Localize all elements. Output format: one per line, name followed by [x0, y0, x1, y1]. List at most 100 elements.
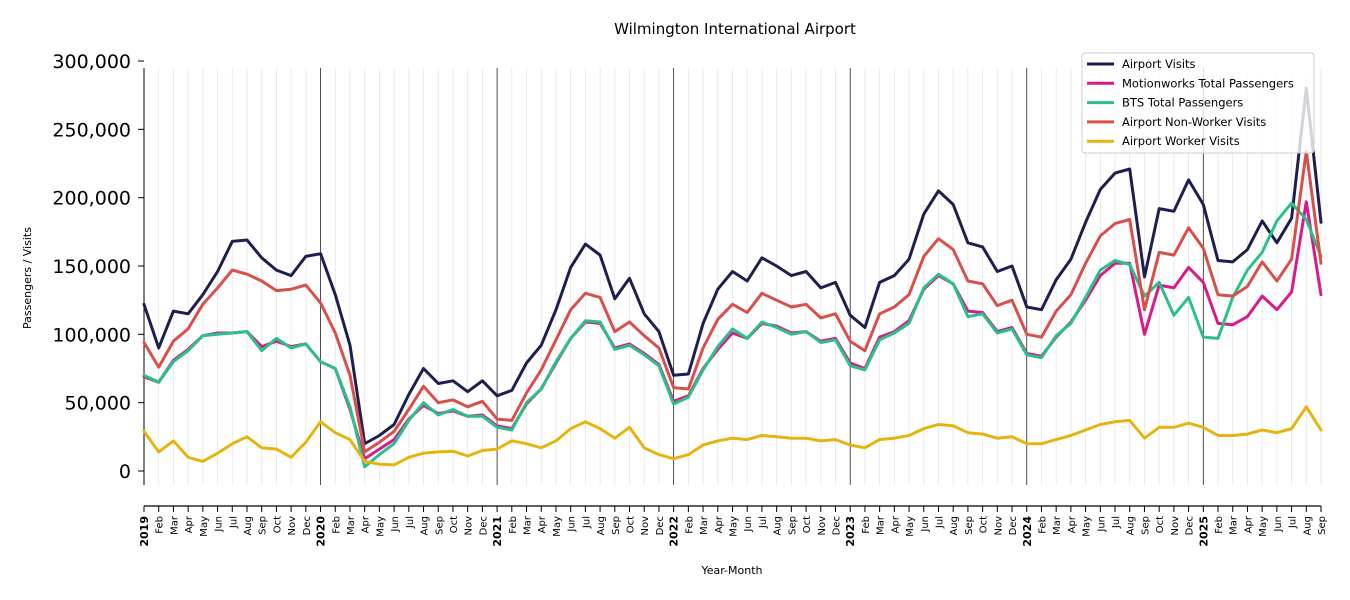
x-tick-label: Dec	[1008, 516, 1019, 535]
x-tick-label: Oct	[1155, 516, 1166, 533]
x-tick-label: Jul	[405, 516, 416, 529]
x-tick-label: Dec	[655, 516, 666, 535]
x-tick-label: Mar	[346, 515, 357, 535]
x-tick-label: Dec	[831, 516, 842, 535]
x-tick-label: Aug	[1302, 516, 1313, 536]
x-tick-label: Jul	[228, 516, 239, 529]
x-axis-ticks: 2019 Feb Mar Apr May Jun Jul Aug Sep Oct Nov Dec 202…	[138, 506, 1328, 547]
x-tick-label: Sep	[611, 516, 622, 535]
x-tick-label: Aug	[596, 516, 607, 536]
x-tick-label: Jun	[214, 516, 225, 533]
y-axis-label: Passengers / Visits	[21, 227, 34, 329]
y-tick-label: 200,000	[52, 188, 131, 210]
x-tick-label: Mar	[1229, 515, 1240, 535]
x-tick-label: Apr	[890, 515, 901, 533]
x-tick-label: Aug	[243, 516, 254, 536]
y-tick-label: 0	[119, 461, 131, 483]
x-tick-label: 2021	[491, 516, 504, 547]
legend-entry: Motionworks Total Passengers	[1122, 76, 1294, 90]
series-line	[142, 405, 1323, 467]
x-tick-label: Oct	[802, 516, 813, 533]
x-tick-label: 2022	[668, 516, 681, 547]
x-tick-label: Feb	[1214, 516, 1225, 534]
x-tick-label: Oct	[626, 516, 637, 533]
x-tick-label: Mar	[523, 515, 534, 535]
x-tick-label: Jun	[1273, 516, 1284, 533]
x-tick-label: 2023	[844, 516, 857, 547]
x-tick-label: Aug	[949, 516, 960, 536]
x-tick-label: May	[552, 516, 563, 537]
x-tick-label: Mar	[699, 515, 710, 535]
x-tick-label: Jun	[1096, 516, 1107, 533]
x-tick-label: Feb	[861, 516, 872, 534]
x-tick-label: 2025	[1197, 516, 1210, 547]
y-tick-label: 300,000	[52, 51, 131, 73]
x-tick-label: Jun	[920, 516, 931, 533]
x-tick-label: Apr	[1243, 515, 1254, 533]
x-tick-label: Apr	[361, 515, 372, 533]
x-tick-label: Nov	[287, 516, 298, 536]
x-tick-label: Oct	[979, 516, 990, 533]
x-tick-label: Sep	[1317, 516, 1328, 535]
x-tick-label: Oct	[449, 516, 460, 533]
x-tick-label: Jun	[567, 516, 578, 533]
x-tick-label: Jul	[1111, 516, 1122, 529]
series-line	[142, 149, 1323, 454]
x-tick-label: Sep	[787, 516, 798, 535]
chart-title: Wilmington International Airport	[614, 20, 856, 38]
x-tick-label: Sep	[258, 516, 269, 535]
y-tick-label: 150,000	[52, 256, 131, 278]
x-tick-label: Sep	[1140, 516, 1151, 535]
x-axis-label: Year-Month	[700, 564, 762, 577]
legend-box	[1081, 52, 1315, 154]
legend-entry: Airport Worker Visits	[1122, 134, 1240, 148]
x-tick-label: Apr	[184, 515, 195, 533]
x-tick-label: Nov	[464, 516, 475, 536]
x-tick-label: Jun	[743, 516, 754, 533]
x-tick-label: Dec	[478, 516, 489, 535]
legend-entry: Airport Non-Worker Visits	[1122, 115, 1266, 129]
x-tick-label: Jul	[1288, 516, 1299, 529]
series-line	[142, 201, 1323, 469]
x-tick-label: Apr	[537, 515, 548, 533]
x-tick-label: Feb	[155, 516, 166, 534]
x-tick-label: Mar	[169, 515, 180, 535]
x-tick-label: May	[375, 516, 386, 537]
x-tick-label: Nov	[640, 516, 651, 536]
x-tick-label: Nov	[993, 516, 1004, 536]
x-tick-label: Mar	[876, 515, 887, 535]
x-tick-label: 2020	[315, 516, 328, 547]
legend-entry: BTS Total Passengers	[1122, 96, 1243, 110]
y-axis-ticks: 0 50,000 100,000 150,000 200,000 250,000 300,0…	[52, 51, 144, 483]
x-tick-label: May	[1258, 516, 1269, 537]
x-tick-label: Oct	[272, 516, 283, 533]
x-tick-label: Aug	[1126, 516, 1137, 536]
x-tick-label: Nov	[1170, 516, 1181, 536]
x-tick-label: Jun	[390, 516, 401, 533]
x-tick-label: 2024	[1021, 516, 1034, 547]
x-tick-label: Jul	[934, 516, 945, 529]
chart-legend: Airport Visits Motionworks Total Passenge…	[1081, 52, 1315, 154]
x-tick-label: May	[905, 516, 916, 537]
x-tick-label: Feb	[1037, 516, 1048, 534]
x-tick-label: Dec	[1185, 516, 1196, 535]
x-tick-label: Sep	[434, 516, 445, 535]
y-tick-label: 100,000	[52, 324, 131, 346]
x-tick-label: 2019	[138, 516, 151, 547]
x-tick-label: Feb	[508, 516, 519, 534]
y-tick-label: 250,000	[52, 119, 131, 141]
x-tick-label: Dec	[302, 516, 313, 535]
x-tick-label: May	[729, 516, 740, 537]
y-tick-label: 50,000	[65, 393, 131, 415]
x-tick-label: May	[1082, 516, 1093, 537]
x-tick-label: Sep	[964, 516, 975, 535]
x-tick-label: Apr	[1067, 515, 1078, 533]
x-tick-label: Aug	[773, 516, 784, 536]
x-tick-label: Jul	[581, 516, 592, 529]
x-tick-label: Apr	[714, 515, 725, 533]
chart-series	[142, 86, 1323, 469]
x-tick-label: Nov	[817, 516, 828, 536]
x-tick-label: May	[199, 516, 210, 537]
x-tick-label: Feb	[684, 516, 695, 534]
